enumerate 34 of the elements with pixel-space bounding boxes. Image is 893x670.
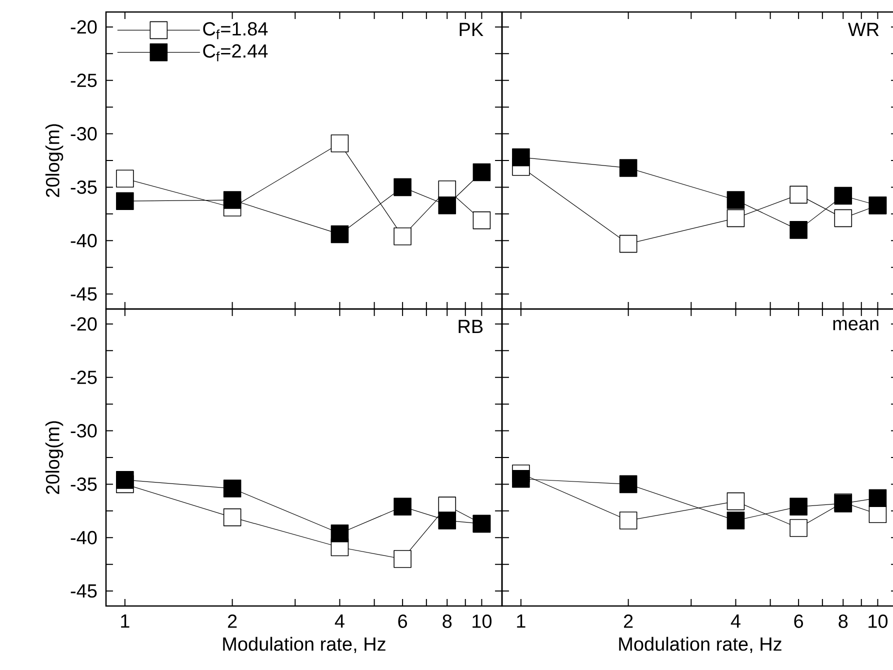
x-tick-label: 8: [442, 614, 452, 628]
chart-title: PK: [460, 22, 484, 36]
x-tick-label: 6: [794, 614, 803, 628]
x-tick-label: 10: [868, 614, 888, 628]
x-tick-label: 6: [398, 614, 407, 628]
y-tick-label: -40: [70, 234, 97, 248]
x-tick-label: 4: [334, 614, 344, 628]
x-tick-label: 2: [228, 614, 237, 628]
legend-label: C$_{f}$=2.44: [203, 44, 268, 62]
x-tick-label: 1: [121, 614, 130, 628]
y-axis-title: 20log(m): [45, 421, 64, 494]
chart-title: RB: [458, 320, 483, 333]
y-axis-title: 20log(m): [45, 124, 64, 198]
x-tick-label: 8: [838, 614, 848, 628]
y-tick-label: -30: [70, 127, 97, 141]
y-tick-label: -45: [70, 287, 97, 301]
y-tick-label: -35: [70, 180, 97, 194]
y-tick-label: -45: [70, 584, 97, 598]
y-tick-label: -30: [70, 424, 97, 438]
y-tick-label: -20: [70, 20, 97, 34]
y-tick-label: -20: [70, 317, 97, 331]
x-axis-title: Modulation rate, Hz: [223, 636, 386, 654]
y-tick-label: -25: [70, 370, 97, 384]
y-tick-label: -40: [70, 530, 97, 544]
y-tick-label: -35: [70, 477, 97, 491]
chart-title: WR: [848, 22, 879, 36]
x-axis-title: Modulation rate, Hz: [619, 636, 782, 654]
x-tick-label: 4: [730, 614, 740, 628]
x-tick-label: 1: [517, 614, 526, 628]
x-tick-label: 2: [624, 614, 633, 628]
chart-title: mean: [833, 320, 878, 330]
legend-label: C$_{f}$=1.84: [203, 22, 268, 40]
x-tick-label: 10: [472, 614, 492, 628]
y-tick-label: -25: [70, 74, 97, 88]
